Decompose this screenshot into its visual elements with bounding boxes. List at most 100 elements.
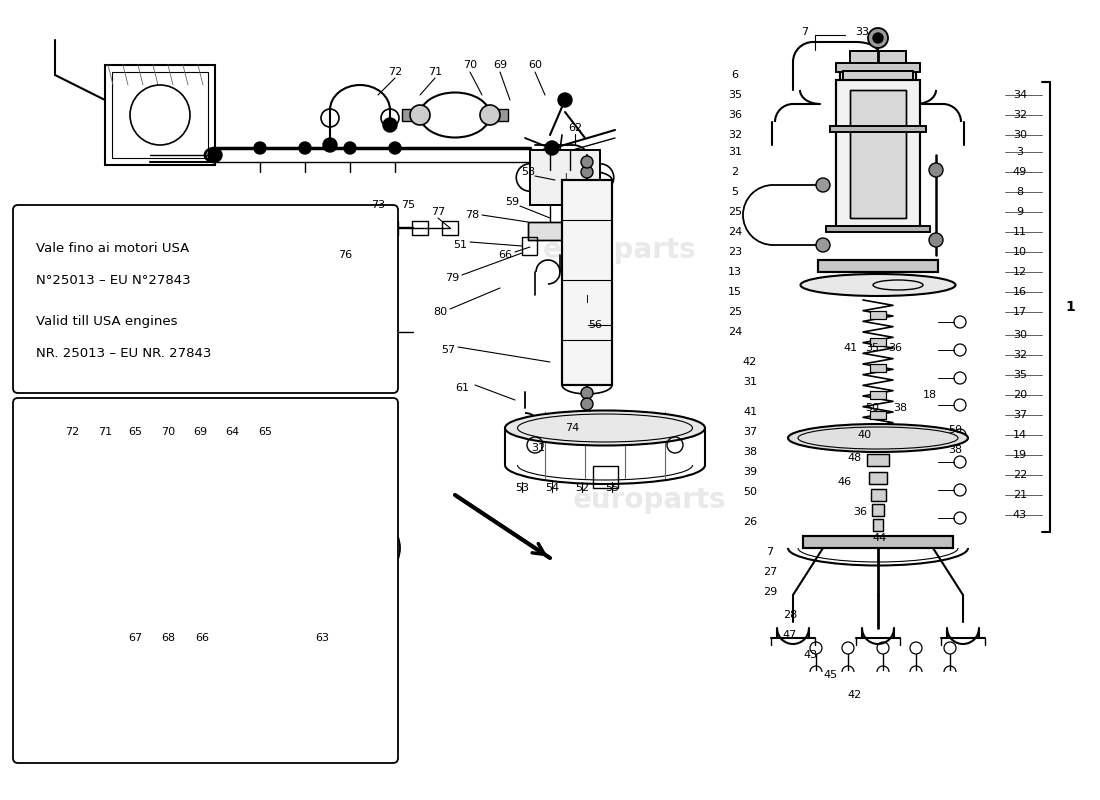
Bar bbox=[836, 63, 920, 72]
Text: 21: 21 bbox=[1013, 490, 1027, 500]
Text: 25: 25 bbox=[728, 207, 743, 217]
Text: Valid till USA engines: Valid till USA engines bbox=[36, 315, 177, 328]
Circle shape bbox=[208, 148, 222, 162]
Circle shape bbox=[330, 538, 350, 558]
Text: 27: 27 bbox=[763, 567, 777, 577]
Text: 59: 59 bbox=[505, 197, 519, 207]
Text: 33: 33 bbox=[855, 27, 869, 37]
Bar bbox=[208, 570, 283, 590]
Circle shape bbox=[299, 142, 311, 154]
Bar bbox=[492, 109, 508, 121]
Bar bbox=[162, 542, 182, 554]
Bar bbox=[803, 536, 953, 548]
Text: 69: 69 bbox=[192, 427, 207, 437]
Text: 45: 45 bbox=[823, 670, 837, 680]
Bar bbox=[205, 512, 285, 562]
Text: 46: 46 bbox=[838, 477, 853, 487]
Text: 38: 38 bbox=[948, 445, 962, 455]
Text: 63: 63 bbox=[315, 633, 329, 643]
Circle shape bbox=[868, 28, 888, 48]
Text: 56: 56 bbox=[588, 320, 602, 330]
Text: 80: 80 bbox=[433, 307, 447, 317]
Text: I: I bbox=[585, 295, 588, 305]
Bar bbox=[818, 260, 938, 272]
Text: 29: 29 bbox=[763, 587, 777, 597]
Ellipse shape bbox=[788, 424, 968, 452]
Text: 19: 19 bbox=[1013, 450, 1027, 460]
Text: 76: 76 bbox=[338, 250, 352, 260]
Text: 37: 37 bbox=[1013, 410, 1027, 420]
Bar bbox=[870, 391, 886, 399]
Circle shape bbox=[344, 142, 356, 154]
Text: 54: 54 bbox=[544, 483, 559, 493]
Bar bbox=[830, 126, 926, 132]
Text: europarts: europarts bbox=[173, 486, 327, 514]
Text: 30: 30 bbox=[1013, 330, 1027, 340]
Text: 2: 2 bbox=[732, 167, 738, 177]
FancyBboxPatch shape bbox=[13, 398, 398, 763]
Text: 72: 72 bbox=[388, 67, 403, 77]
Text: 32: 32 bbox=[728, 130, 743, 140]
Text: 43: 43 bbox=[803, 650, 817, 660]
Text: 9: 9 bbox=[1016, 207, 1024, 217]
Bar bbox=[843, 71, 913, 81]
Bar bbox=[870, 411, 886, 419]
Text: 53: 53 bbox=[515, 483, 529, 493]
Text: 74: 74 bbox=[565, 423, 579, 433]
Text: 64: 64 bbox=[224, 427, 239, 437]
Bar bbox=[202, 588, 218, 610]
Bar bbox=[850, 51, 906, 65]
Text: 43: 43 bbox=[1013, 510, 1027, 520]
Bar bbox=[873, 519, 883, 531]
Text: 50: 50 bbox=[742, 487, 757, 497]
Text: 10: 10 bbox=[1013, 247, 1027, 257]
Circle shape bbox=[480, 105, 501, 125]
Bar bbox=[530, 150, 600, 205]
Circle shape bbox=[581, 166, 593, 178]
Circle shape bbox=[544, 141, 559, 155]
Text: 36: 36 bbox=[852, 507, 867, 517]
Bar bbox=[593, 466, 618, 488]
Bar bbox=[442, 221, 458, 235]
Circle shape bbox=[323, 138, 337, 152]
Text: 26: 26 bbox=[742, 517, 757, 527]
Text: 49: 49 bbox=[1013, 167, 1027, 177]
Text: 17: 17 bbox=[1013, 307, 1027, 317]
Text: 69: 69 bbox=[493, 60, 507, 70]
Bar bbox=[870, 311, 886, 319]
Text: 22: 22 bbox=[1013, 470, 1027, 480]
Text: 3: 3 bbox=[1016, 147, 1023, 157]
Bar bbox=[818, 260, 938, 272]
Circle shape bbox=[581, 156, 593, 168]
Text: europarts: europarts bbox=[573, 486, 727, 514]
Text: 65: 65 bbox=[128, 427, 142, 437]
Text: 35: 35 bbox=[1013, 370, 1027, 380]
Text: 58: 58 bbox=[521, 167, 535, 177]
Bar bbox=[412, 221, 428, 235]
Circle shape bbox=[930, 163, 943, 177]
Text: 62: 62 bbox=[568, 123, 582, 133]
Text: 32: 32 bbox=[1013, 110, 1027, 120]
Circle shape bbox=[410, 105, 430, 125]
Circle shape bbox=[558, 93, 572, 107]
Text: 66: 66 bbox=[498, 250, 512, 260]
Text: 25: 25 bbox=[728, 307, 743, 317]
Text: 44: 44 bbox=[873, 533, 887, 543]
Text: 31: 31 bbox=[728, 147, 743, 157]
Bar bbox=[870, 489, 886, 501]
Circle shape bbox=[160, 536, 184, 560]
Text: NR. 25013 – EU NR. 27843: NR. 25013 – EU NR. 27843 bbox=[36, 347, 211, 360]
Text: 48: 48 bbox=[848, 453, 862, 463]
Text: 75: 75 bbox=[400, 200, 415, 210]
Bar bbox=[272, 588, 288, 610]
Text: 16: 16 bbox=[1013, 287, 1027, 297]
Bar bbox=[104, 65, 214, 165]
Text: 23: 23 bbox=[728, 247, 743, 257]
Bar bbox=[870, 411, 886, 419]
Text: 73: 73 bbox=[371, 200, 385, 210]
Text: 1: 1 bbox=[1065, 300, 1075, 314]
Text: 50: 50 bbox=[865, 403, 879, 413]
Bar bbox=[208, 570, 283, 590]
Circle shape bbox=[254, 142, 266, 154]
Text: 31: 31 bbox=[531, 443, 544, 453]
